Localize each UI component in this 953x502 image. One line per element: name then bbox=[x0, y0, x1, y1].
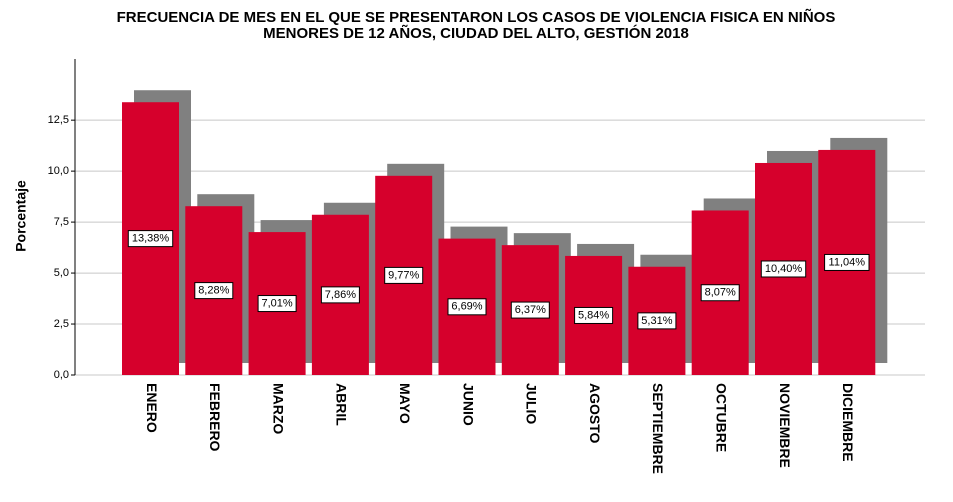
x-tick-label: MAYO bbox=[397, 383, 413, 424]
value-label: 13,38% bbox=[132, 233, 170, 245]
value-label: 7,86% bbox=[325, 289, 356, 301]
value-label: 6,37% bbox=[515, 304, 546, 316]
x-tick-label: FEBRERO bbox=[207, 383, 223, 452]
y-tick-label: 12,5 bbox=[48, 114, 69, 126]
value-label-box bbox=[700, 284, 740, 302]
chart-title: FRECUENCIA DE MES EN EL QUE SE PRESENTAR… bbox=[117, 8, 836, 26]
value-label: 6,69% bbox=[451, 301, 482, 313]
y-tick-label: 5,0 bbox=[54, 267, 69, 279]
value-label: 10,40% bbox=[765, 263, 803, 275]
value-label-box bbox=[574, 306, 614, 324]
value-label-box bbox=[384, 266, 424, 284]
value-label-box bbox=[127, 230, 174, 248]
value-label-box bbox=[447, 298, 487, 316]
value-label: 11,04% bbox=[829, 256, 866, 268]
x-tick-label: ENERO bbox=[144, 383, 160, 433]
value-label-box bbox=[257, 295, 297, 313]
y-axis-label: Porcentaje bbox=[13, 180, 29, 252]
value-label: 7,01% bbox=[261, 297, 292, 309]
value-label: 8,07% bbox=[705, 287, 736, 299]
value-label-box bbox=[824, 253, 870, 271]
x-tick-label: OCTUBRE bbox=[713, 383, 729, 452]
value-label: 5,31% bbox=[641, 315, 672, 327]
y-tick-label: 2,5 bbox=[54, 318, 69, 330]
x-tick-label: SEPTIEMBRE bbox=[650, 383, 666, 474]
y-tick-label: 10,0 bbox=[48, 165, 69, 177]
x-tick-label: ABRIL bbox=[334, 383, 350, 426]
x-tick-label: MARZO bbox=[270, 383, 286, 434]
x-tick-label: JUNIO bbox=[460, 383, 476, 426]
y-tick-label: 0,0 bbox=[54, 369, 69, 381]
x-tick-label: JULIO bbox=[524, 383, 540, 424]
value-label-box bbox=[637, 312, 677, 330]
x-tick-label: AGOSTO bbox=[587, 383, 603, 444]
value-label-box bbox=[510, 301, 550, 319]
x-tick-label: DICIEMBRE bbox=[840, 383, 856, 462]
value-label-box bbox=[760, 260, 807, 278]
x-tick-label: NOVIEMBRE bbox=[777, 383, 793, 468]
chart-title: MENORES DE 12 AÑOS, CIUDAD DEL ALTO, GES… bbox=[263, 24, 689, 42]
value-label: 9,77% bbox=[388, 269, 419, 281]
value-label: 5,84% bbox=[578, 309, 609, 321]
value-label: 8,28% bbox=[198, 285, 229, 297]
value-label-box bbox=[320, 286, 360, 304]
value-label-box bbox=[194, 282, 234, 300]
y-tick-label: 7,5 bbox=[54, 216, 69, 228]
